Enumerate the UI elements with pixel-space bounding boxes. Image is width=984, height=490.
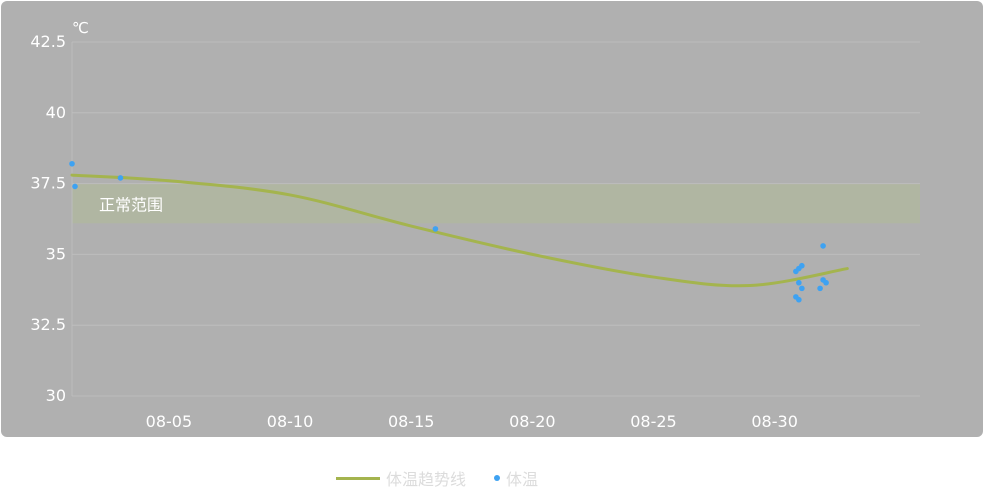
series-temperature-points [69, 160, 829, 303]
y-tick-label: 40 [46, 103, 66, 122]
legend: 体温趋势线 体温 [336, 466, 538, 490]
y-tick-label: 35 [46, 244, 66, 263]
temperature-point[interactable] [72, 183, 78, 190]
series-trend-line [70, 173, 849, 288]
y-tick-label: 42.5 [30, 32, 66, 51]
temperature-point[interactable] [69, 160, 75, 167]
y-tick-label: 32.5 [30, 315, 66, 334]
legend-item-trend[interactable]: 体温趋势线 [386, 470, 467, 489]
temperature-point[interactable] [820, 243, 826, 249]
y-axis: 42.5 40 37.5 35 32.5 30 [30, 32, 66, 405]
legend-item-temperature[interactable]: 体温 [506, 470, 539, 489]
legend-dot-swatch [494, 475, 501, 481]
temperature-point[interactable] [793, 268, 799, 275]
temperature-point[interactable] [117, 175, 124, 181]
x-tick-label: 08-15 [388, 412, 435, 431]
x-tick-label: 08-10 [267, 412, 314, 431]
y-unit-label: ℃ [72, 19, 89, 37]
x-tick-label: 08-25 [630, 412, 677, 431]
x-axis: 08-05 08-10 08-15 08-20 08-25 08-30 [146, 412, 798, 431]
y-tick-label: 37.5 [30, 174, 66, 193]
x-tick-label: 08-30 [751, 412, 798, 431]
legend-line-swatch [336, 476, 380, 480]
temperature-point[interactable] [799, 262, 805, 269]
temperature-point[interactable] [820, 277, 826, 283]
x-tick-label: 08-20 [509, 412, 556, 431]
temperature-point[interactable] [796, 296, 802, 303]
normal-range-label: 正常范围 [99, 196, 163, 215]
normal-range-band [72, 183, 920, 224]
temperature-point[interactable] [432, 226, 439, 232]
temperature-point[interactable] [817, 285, 823, 292]
x-tick-label: 08-05 [146, 412, 193, 431]
temperature-point[interactable] [796, 279, 802, 286]
temperature-point[interactable] [799, 285, 805, 292]
chart-card [1, 1, 983, 437]
y-tick-label: 30 [46, 386, 66, 405]
